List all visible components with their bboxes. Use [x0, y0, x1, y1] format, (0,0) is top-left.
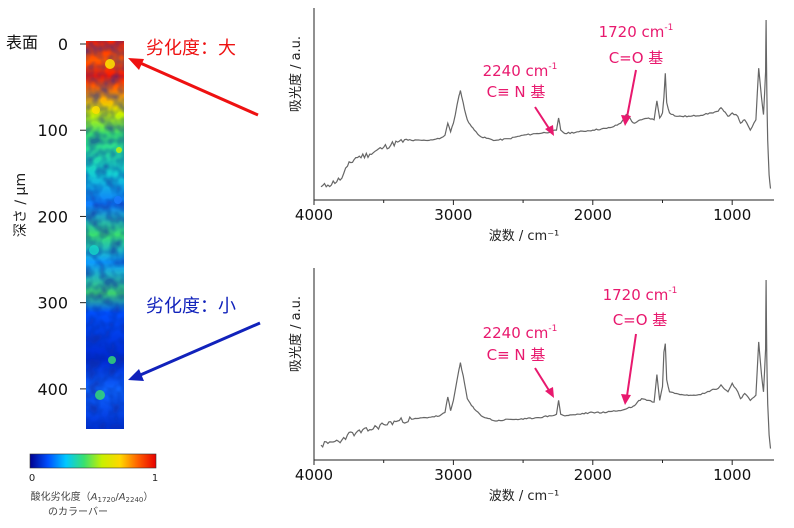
peak-1720-group-top: C=O 基: [609, 49, 664, 67]
x-tick-label: 3000: [434, 466, 472, 484]
peak-1720-label-top: 1720 cm-1: [599, 23, 674, 41]
x-axis-label: 波数 / cm⁻¹: [489, 229, 560, 244]
x-tick-label: 1000: [713, 206, 751, 224]
peak-2240-label-bottom: 2240 cm-1: [483, 324, 558, 342]
peak-1720-arrowhead-bottom: [621, 394, 631, 405]
x-tick-label: 3000: [434, 206, 472, 224]
depth-axis-label: 深さ / µm: [13, 173, 29, 237]
colorbar: [29, 453, 157, 469]
annotation-high-arrow: [137, 60, 259, 117]
depth-tick-label: 300: [37, 294, 68, 313]
colorbar-label: 酸化劣化度（A1720/A2240）: [31, 490, 154, 504]
spectrum-line: [320, 279, 772, 449]
spectrum-bottom: 4000 3000 2000 1000 波数 / cm⁻¹ 吸光度 / a.u.: [288, 268, 774, 504]
depth-tick-label: 400: [37, 380, 68, 399]
surface-label: 表面: [6, 33, 38, 52]
x-tick-label: 4000: [295, 466, 333, 484]
peak-2240-group-top: C≡ N 基: [487, 83, 546, 101]
annotation-low-label: 劣化度：小: [146, 296, 236, 317]
x-tick-label: 2000: [574, 206, 612, 224]
depth-tick-label: 0: [58, 35, 68, 54]
spectrum-line: [320, 19, 772, 189]
colorbar-label-line2: のカラーバー: [48, 506, 108, 518]
annotation-low-arrowhead: [128, 369, 144, 381]
peak-1720-group-bottom: C=O 基: [613, 311, 668, 329]
y-axis-label: 吸光度 / a.u.: [288, 296, 304, 372]
peak-2240-label-top: 2240 cm-1: [483, 62, 558, 80]
peak-2240-group-bottom: C≡ N 基: [487, 346, 546, 364]
colorbar-tick-max: 1: [152, 473, 158, 484]
depth-axis-ticks: 0 100 200 300 400: [37, 35, 86, 399]
peak-2240-arrow-bottom: [534, 367, 551, 393]
x-tick-label: 4000: [295, 206, 333, 224]
annotation-low: 劣化度：小: [146, 296, 236, 317]
peak-2240-arrowhead-bottom: [545, 387, 554, 398]
x-tick-label: 2000: [574, 466, 612, 484]
peak-1720-arrow-top: [626, 69, 637, 118]
depth-map-texture: [86, 41, 124, 429]
spectrum-top: 4000 3000 2000 1000 波数 / cm⁻¹ 吸光度 / a.u.: [288, 8, 774, 244]
peak-1720-label-bottom: 1720 cm-1: [603, 286, 678, 304]
peak-labels-bottom: 2240 cm-1 C≡ N 基 1720 cm-1 C=O 基: [483, 286, 678, 405]
peak-2240-arrow-top: [534, 106, 551, 131]
depth-map: 表面 0 100 200 300 400 深さ / µm 0 1 酸化劣化度（A1720…: [6, 33, 158, 518]
y-axis-label: 吸光度 / a.u.: [288, 36, 304, 112]
colorbar-tick-min: 0: [29, 473, 35, 484]
x-tick-label: 1000: [713, 466, 751, 484]
depth-tick-label: 100: [37, 121, 68, 140]
depth-tick-label: 200: [37, 207, 68, 226]
annotation-low-arrow: [137, 321, 261, 378]
peak-1720-arrow-bottom: [626, 333, 637, 397]
peak-2240-arrowhead-top: [545, 125, 554, 136]
peak-1720-arrowhead-top: [621, 115, 631, 126]
peak-labels-top: 2240 cm-1 C≡ N 基 1720 cm-1 C=O 基: [483, 23, 674, 136]
annotation-high-label: 劣化度：大: [146, 38, 236, 59]
x-axis-label: 波数 / cm⁻¹: [489, 489, 560, 504]
annotation-high: 劣化度：大: [128, 38, 261, 381]
annotation-high-arrowhead: [128, 58, 144, 70]
